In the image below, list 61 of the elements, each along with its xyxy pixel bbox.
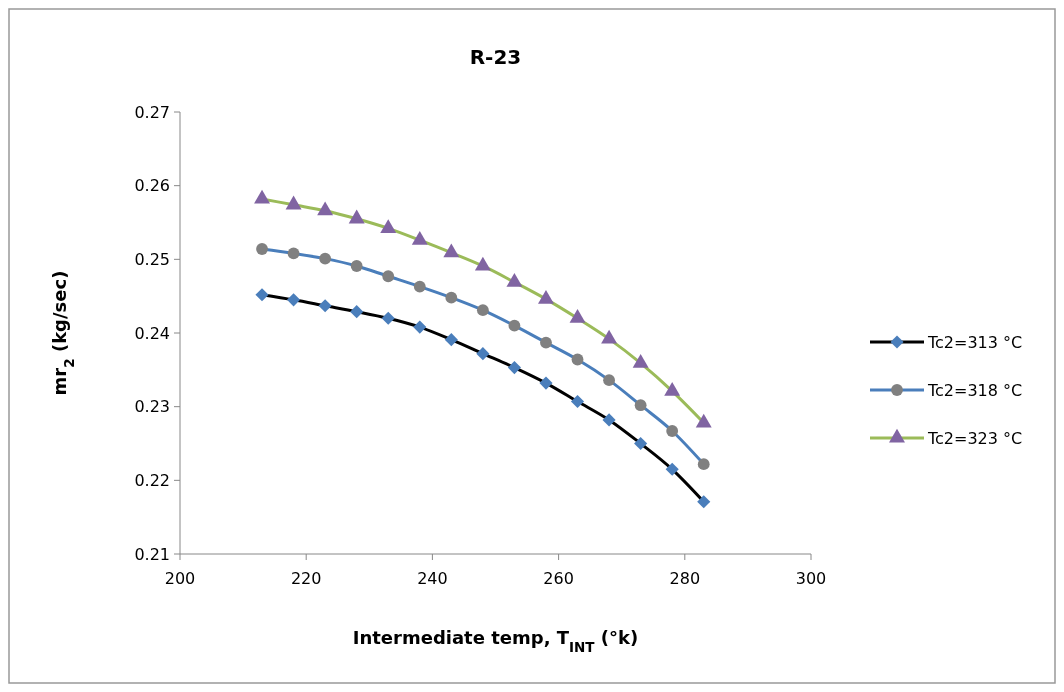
point	[634, 436, 648, 451]
point	[665, 462, 679, 476]
point	[317, 201, 334, 216]
point	[507, 361, 521, 375]
point	[350, 305, 364, 319]
point	[634, 399, 647, 412]
legend-label: Tc2=313 °C	[927, 332, 1023, 352]
point	[476, 304, 489, 317]
point	[287, 247, 300, 260]
point	[443, 243, 460, 258]
point	[632, 354, 649, 368]
point	[474, 256, 491, 271]
point	[318, 299, 332, 313]
x-tick-label: 200	[164, 569, 196, 588]
point	[540, 336, 552, 349]
point	[413, 280, 426, 293]
point	[382, 270, 395, 283]
point	[411, 230, 428, 245]
y-tick-label: 0.23	[134, 397, 170, 417]
point	[603, 374, 615, 387]
point	[319, 252, 332, 265]
x-tick-label: 220	[290, 569, 322, 588]
point	[287, 293, 301, 307]
point	[666, 425, 679, 437]
x-tick-label: 280	[669, 569, 701, 588]
y-tick-label: 0.27	[134, 102, 170, 122]
point	[601, 329, 618, 344]
point	[539, 376, 553, 390]
point	[350, 260, 363, 272]
point	[571, 353, 584, 366]
y-tick-label: 0.25	[134, 249, 170, 269]
point	[538, 289, 554, 304]
y-tick-label: 0.22	[134, 470, 170, 490]
point	[445, 291, 458, 304]
chart-title: R-23	[469, 45, 522, 69]
x-tick-label: 260	[543, 569, 574, 588]
point	[569, 309, 586, 323]
x-tick-label: 240	[417, 569, 448, 588]
point	[602, 413, 616, 427]
y-tick-label: 0.26	[134, 176, 170, 196]
point	[413, 320, 427, 334]
legend-label: Tc2=323 °C	[927, 428, 1023, 448]
y-tick-label: 0.21	[134, 544, 170, 564]
point	[254, 189, 270, 204]
point	[348, 209, 365, 224]
point	[697, 458, 710, 471]
y-tick-label: 0.24	[134, 323, 170, 343]
point	[476, 347, 490, 361]
point	[381, 311, 395, 325]
legend-label: Tc2=318 °C	[927, 380, 1023, 400]
point	[444, 333, 458, 347]
point	[697, 495, 711, 509]
point	[570, 394, 585, 409]
point	[380, 219, 397, 233]
point	[506, 272, 523, 287]
point	[256, 243, 268, 255]
x-axis-title: Intermediate temp, T$_{INT}$ (°k)	[352, 627, 639, 655]
point	[285, 195, 302, 210]
x-tick-label: 300	[795, 569, 827, 588]
point	[255, 288, 269, 302]
point	[508, 319, 521, 332]
